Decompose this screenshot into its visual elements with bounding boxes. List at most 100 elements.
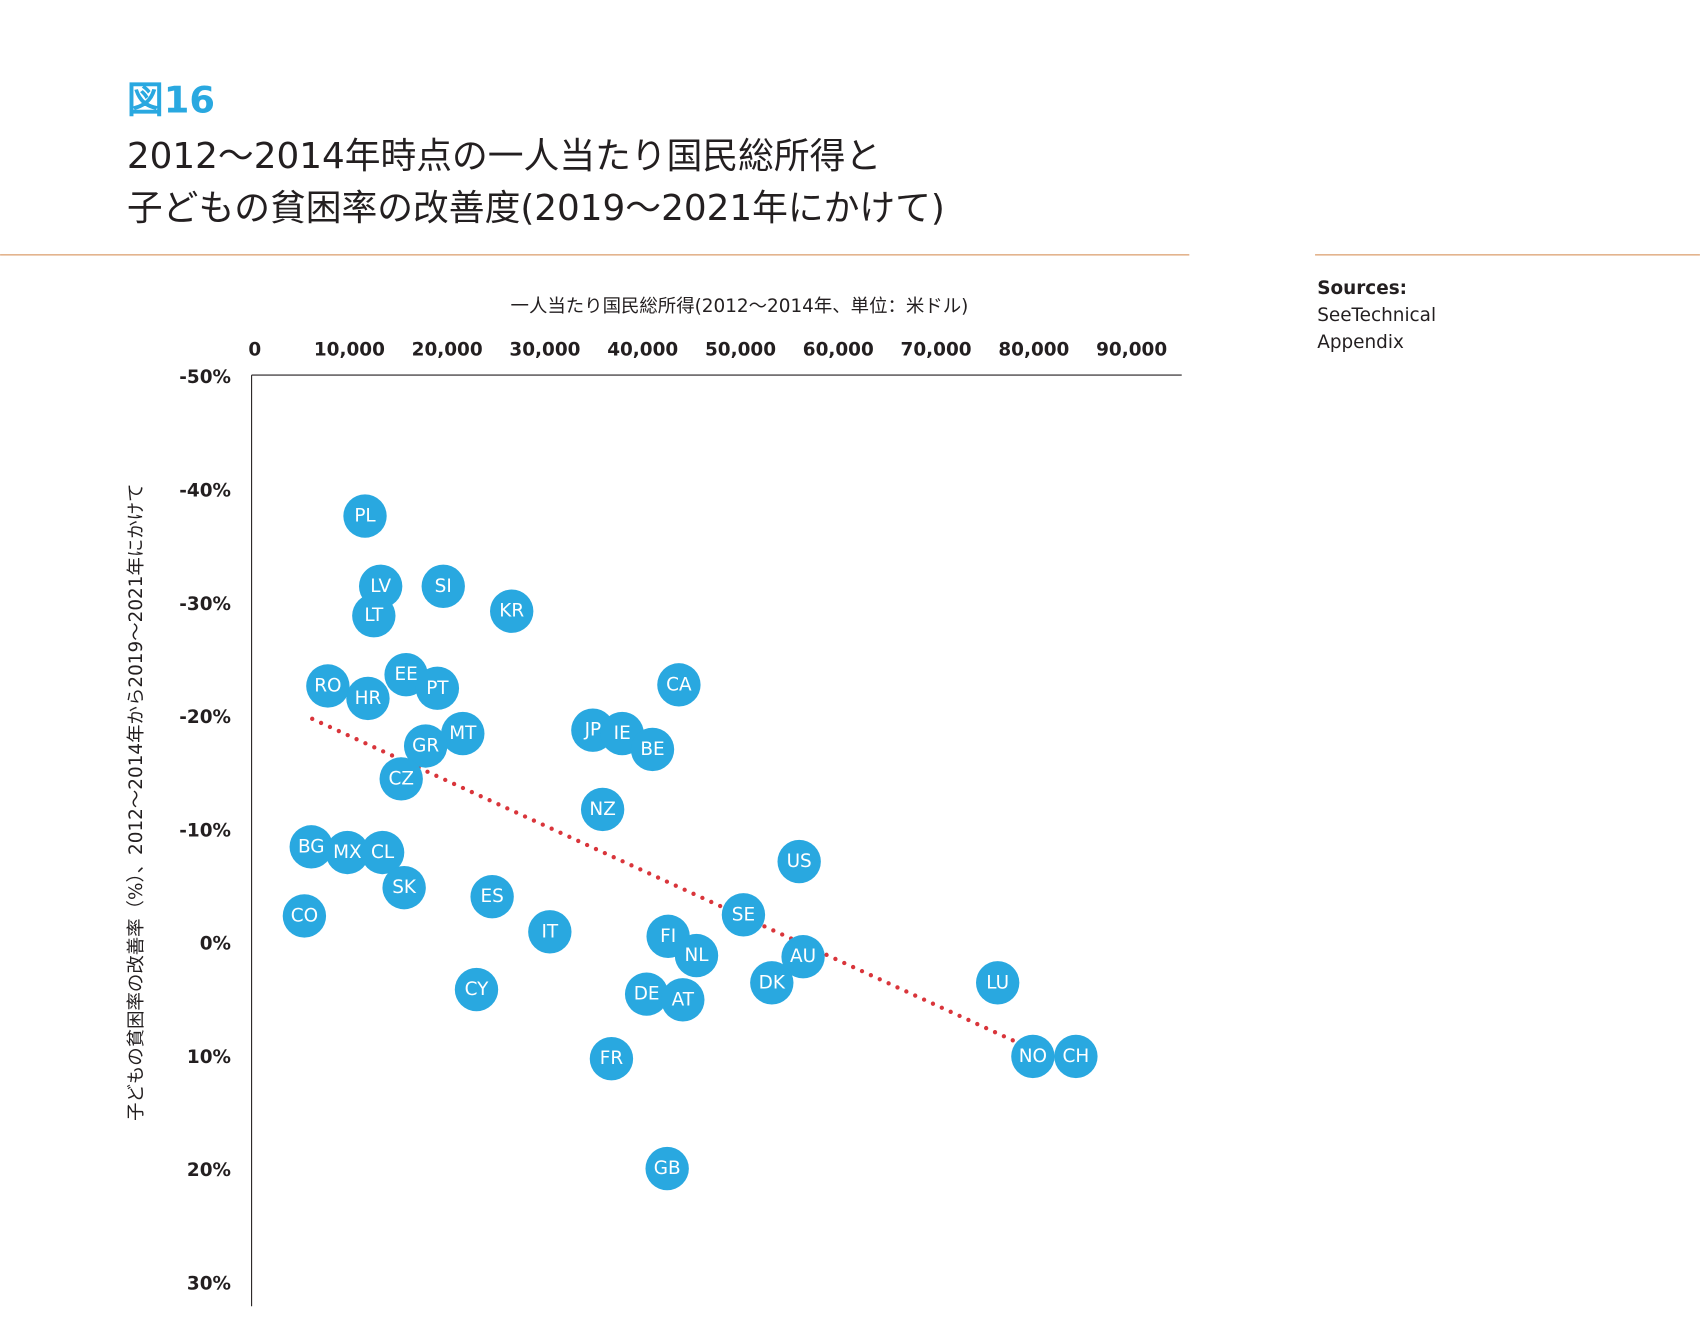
point-label: DK [759,972,786,993]
point-marker [674,933,719,978]
point-marker [657,663,701,707]
point-marker [528,910,572,954]
data-point-fr: FR [589,1037,634,1081]
figure-label: 図16 [127,79,215,122]
data-point-pt: PT [415,666,460,710]
x-tick-label: 60,000 [803,340,874,361]
point-marker [306,664,350,708]
point-marker [975,961,1020,1005]
point-label: LV [370,576,391,597]
point-label: GB [654,1158,681,1179]
data-point-dk: DK [750,961,794,1005]
point-marker [415,666,460,710]
point-label: NO [1019,1046,1047,1067]
point-label: CH [1063,1046,1090,1067]
point-marker [421,564,465,608]
data-point-de: DE [624,972,669,1016]
point-marker [352,594,396,638]
x-axis-label: 一人当たり国民総所得(2012〜2014年、単位：米ドル) [511,296,969,317]
data-point-si: SI [421,564,465,608]
point-label: DE [634,984,660,1005]
data-point-ch: CH [1054,1034,1098,1079]
data-point-it: IT [528,910,572,954]
point-label: HR [355,688,382,709]
point-marker [490,589,534,633]
x-tick-label: 50,000 [705,340,776,361]
point-label: EE [394,664,417,685]
data-point-bg: BG [289,825,333,869]
point-label: LT [364,605,384,626]
point-label: BG [298,836,325,857]
point-label: FI [660,926,676,947]
x-tick-label: 30,000 [509,340,580,361]
data-point-mx: MX [325,830,370,875]
point-marker [589,1037,634,1081]
point-label: SE [732,904,755,925]
point-marker [403,724,448,768]
data-point-sk: SK [382,865,426,910]
data-point-lu: LU [975,961,1020,1005]
point-marker [624,972,669,1016]
data-point-lt: LT [352,594,396,638]
point-label: FR [600,1048,624,1069]
trend-line [310,716,1016,1043]
title-line-1: 2012〜2014年時点の一人当たり国民総所得と [127,136,881,177]
y-axis-label: 子どもの貧困率の改善率（%）、2012〜2014年から2019〜2021年にかけ… [126,484,147,1121]
x-tick-label: 70,000 [901,340,972,361]
y-tick-label: -50% [179,367,231,388]
point-marker [750,961,794,1005]
point-label: NL [684,945,709,966]
data-point-no: NO [1011,1034,1055,1079]
y-tick-label: 0% [200,934,231,955]
point-label: CL [371,842,395,863]
point-marker [289,825,333,869]
point-label: RO [314,675,341,696]
point-marker [721,893,766,937]
y-tick-label: -10% [179,820,231,841]
data-point-cy: CY [454,967,499,1012]
data-point-nl: NL [674,933,719,978]
point-label: MX [333,842,362,863]
data-point-es: ES [470,875,514,919]
point-label: CO [291,905,318,926]
data-point-au: AU [781,935,825,979]
data-point-be: BE [630,727,675,772]
point-label: CA [666,674,692,695]
data-point-ca: CA [657,663,701,707]
data-point-ro: RO [306,664,350,708]
point-marker [325,830,370,875]
data-point-se: SE [721,893,766,937]
point-label: IT [541,921,558,942]
x-tick-label: 80,000 [998,340,1069,361]
point-marker [346,676,390,721]
point-marker [282,894,327,938]
y-tick-label: 20% [187,1160,231,1181]
point-label: IE [614,723,631,744]
sources-line-2: Appendix [1317,332,1404,353]
data-point-co: CO [282,894,327,938]
point-label: AT [672,989,695,1010]
data-point-mt: MT [441,711,485,756]
point-label: CZ [388,768,413,789]
data-point-at: AT [661,978,705,1022]
y-tick-label: 30% [187,1274,231,1295]
data-point-gr: GR [403,724,448,768]
point-label: MT [449,723,477,744]
point-label: PT [426,678,449,699]
data-point-us: US [777,839,821,884]
point-marker [360,830,405,875]
title-line-2: 子どもの貧困率の改善度(2019〜2021年にかけて) [127,188,945,229]
sources-heading: Sources: [1317,278,1407,299]
point-label: NZ [589,799,615,820]
x-tick-label: 40,000 [607,340,678,361]
point-marker [470,875,514,919]
point-marker [630,727,675,772]
y-tick-label: 10% [187,1047,231,1068]
point-label: KR [499,601,524,622]
point-label: BE [640,739,664,760]
point-label: CY [465,979,490,1000]
point-label: AU [790,946,816,967]
point-marker [1011,1034,1055,1079]
y-tick-label: -30% [179,594,231,615]
